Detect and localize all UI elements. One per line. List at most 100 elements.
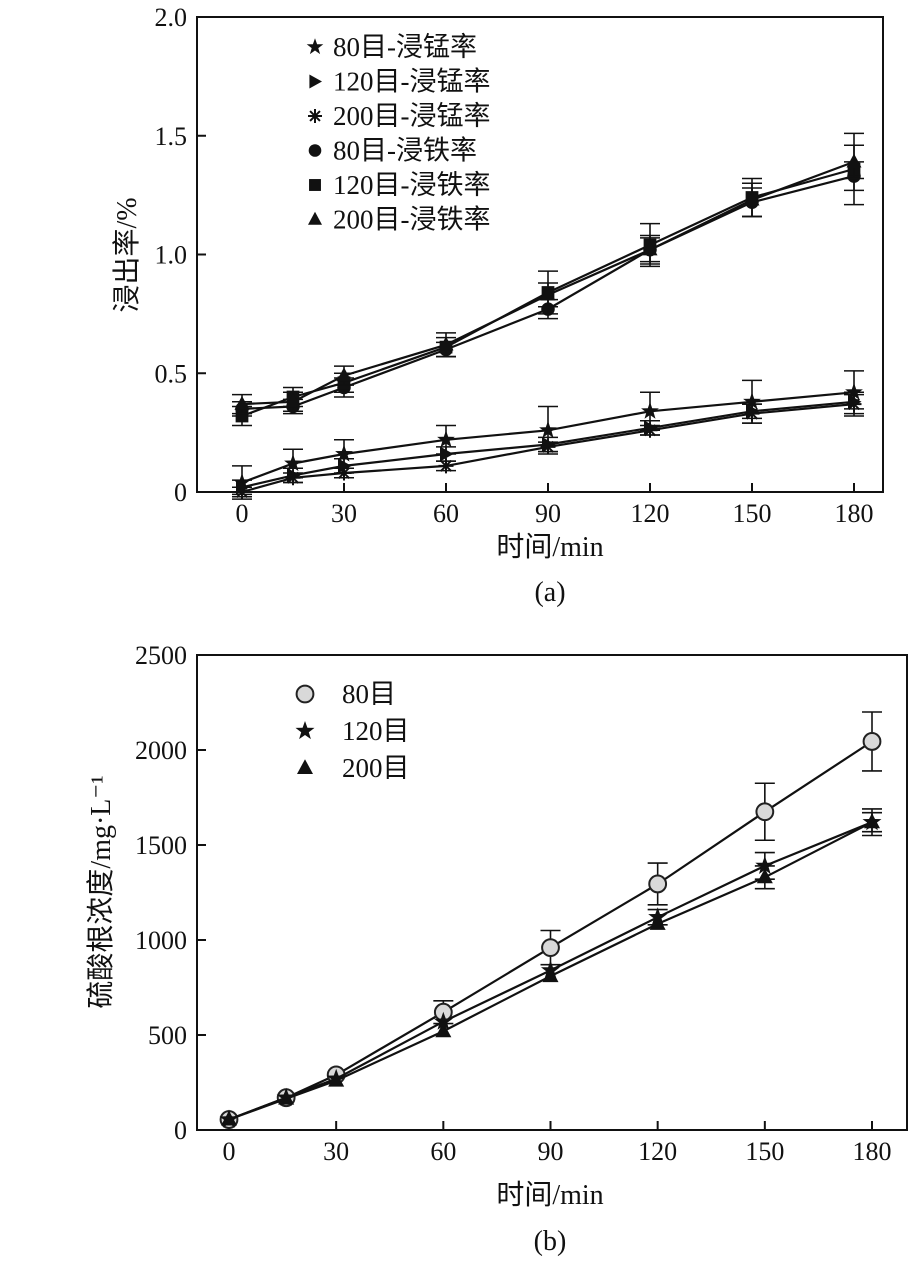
legend-marker-triangle-right xyxy=(309,74,322,89)
y-tick-label-b: 500 xyxy=(148,1021,187,1050)
y-tick-label-b: 1500 xyxy=(135,831,187,860)
legend-label: 80目-浸铁率 xyxy=(333,136,477,166)
series-line xyxy=(241,160,855,406)
panel-label-b: (b) xyxy=(534,1226,567,1257)
data-point-square xyxy=(235,409,249,423)
series-a-5 xyxy=(232,144,864,415)
legend-marker-star xyxy=(306,38,324,55)
data-point-triangle-up xyxy=(649,915,666,930)
x-tick-label-b: 30 xyxy=(323,1137,349,1166)
data-point-triangle-up xyxy=(278,1089,295,1105)
legend-marker-square xyxy=(309,179,321,191)
y-tick-label-b: 2000 xyxy=(135,736,187,765)
data-point-triangle-up xyxy=(542,967,559,983)
legend-a: 80目-浸锰率 120目-浸锰率 200目-浸锰率 80目-浸铁率 120目-浸铁率 20… xyxy=(306,32,491,235)
legend-label: 120目 xyxy=(342,716,410,746)
y-axis-title-b: 硫酸根浓度/mg·L⁻¹ xyxy=(85,775,117,1008)
data-point-triangle-up xyxy=(438,336,454,351)
data-point-asterisk xyxy=(438,458,454,474)
x-axis-title-b: 时间/min xyxy=(496,1179,603,1211)
series-line xyxy=(241,403,855,494)
y-tick-label-b: 2500 xyxy=(135,641,187,670)
data-point-triangle-up xyxy=(756,868,773,884)
data-point-star xyxy=(433,1011,453,1030)
legend-b: 80目 120目 200目 xyxy=(295,679,410,783)
legend-marker-asterisk xyxy=(308,109,322,123)
data-point-star xyxy=(335,444,353,462)
data-point-triangle-up xyxy=(328,1071,345,1087)
y-tick-label-a: 0 xyxy=(174,478,187,507)
legend-label: 120目-浸铁率 xyxy=(333,170,491,200)
data-point-star xyxy=(743,392,761,410)
data-point-triangle-up xyxy=(435,1022,452,1038)
chart-panel-a: 浸出率/% 时间/min (a) 0 0.5 1.0 1.5 2.0 0 30 60 90 120… xyxy=(111,3,884,608)
legend-label: 120目-浸锰率 xyxy=(333,67,491,97)
data-point-star xyxy=(641,401,659,419)
series-a-4 xyxy=(232,132,864,427)
x-tick-label-b: 60 xyxy=(430,1137,456,1166)
series-a-2 xyxy=(232,391,864,500)
legend-marker-open-circle xyxy=(295,684,315,704)
panel-label-a: (a) xyxy=(534,577,565,608)
series-line xyxy=(241,391,855,484)
plot-frame-b xyxy=(196,654,908,1131)
x-tick-label-a: 150 xyxy=(733,499,772,528)
data-point-star xyxy=(755,855,775,874)
data-point-asterisk xyxy=(336,465,352,481)
y-tick-label-a: 1.0 xyxy=(155,241,188,270)
legend-label: 80目 xyxy=(342,679,396,709)
data-point-asterisk xyxy=(285,470,301,486)
series-line xyxy=(241,175,855,410)
series-b-0 xyxy=(219,711,882,1129)
data-point-asterisk xyxy=(744,406,760,422)
data-point-triangle-up xyxy=(336,367,352,382)
series-a-0 xyxy=(232,370,864,500)
legend-label: 200目-浸铁率 xyxy=(333,205,491,235)
data-point-asterisk xyxy=(234,484,250,500)
legend-label: 200目 xyxy=(342,753,410,783)
data-point-open-circle xyxy=(755,802,775,822)
chart-panel-b: 硫酸根浓度/mg·L⁻¹ 时间/min (b) 0 500 1000 1500 2000… xyxy=(85,641,908,1257)
data-point-open-circle xyxy=(862,732,882,751)
data-point-asterisk xyxy=(540,439,556,455)
x-tick-label-a: 120 xyxy=(631,499,670,528)
data-point-triangle-up xyxy=(642,241,658,256)
legend-label: 80目-浸锰率 xyxy=(333,32,477,62)
x-axis-title-a: 时间/min xyxy=(496,531,603,563)
data-point-triangle-up xyxy=(234,395,250,410)
y-tick-label-b: 1000 xyxy=(135,926,187,955)
legend-marker-triangle-up xyxy=(308,211,322,225)
x-tick-label-a: 30 xyxy=(331,499,357,528)
series-line xyxy=(241,400,855,489)
x-tick-label-a: 90 xyxy=(535,499,561,528)
x-tick-label-a: 60 xyxy=(433,499,459,528)
data-point-open-circle xyxy=(648,874,668,894)
legend-label: 200目-浸锰率 xyxy=(333,101,491,131)
data-point-asterisk xyxy=(642,422,658,438)
y-tick-label-a: 0.5 xyxy=(155,359,188,388)
data-point-triangle-right xyxy=(440,446,454,462)
plot-frame-a xyxy=(196,16,884,493)
y-tick-label-a: 2.0 xyxy=(155,3,188,32)
legend-marker-triangle-up xyxy=(297,759,313,774)
data-point-open-circle xyxy=(541,938,560,957)
data-point-triangle-up xyxy=(540,286,556,301)
legend-marker-star xyxy=(295,721,315,740)
data-point-asterisk xyxy=(846,396,862,412)
y-tick-label-a: 1.5 xyxy=(155,122,188,151)
x-tick-label-a: 180 xyxy=(835,499,874,528)
data-point-triangle-up xyxy=(221,1110,237,1126)
series-line xyxy=(228,821,873,1121)
data-point-star xyxy=(539,420,557,438)
data-point-star xyxy=(845,382,863,400)
x-tick-label-b: 90 xyxy=(538,1137,564,1166)
data-point-triangle-up xyxy=(864,813,880,829)
data-point-triangle-up xyxy=(285,393,301,408)
legend-marker-circle xyxy=(308,144,322,157)
x-tick-label-a: 0 xyxy=(236,499,249,528)
data-point-star xyxy=(437,430,455,448)
y-tick-label-b: 0 xyxy=(174,1116,187,1145)
x-tick-label-b: 120 xyxy=(638,1137,677,1166)
x-tick-label-b: 180 xyxy=(853,1137,892,1166)
